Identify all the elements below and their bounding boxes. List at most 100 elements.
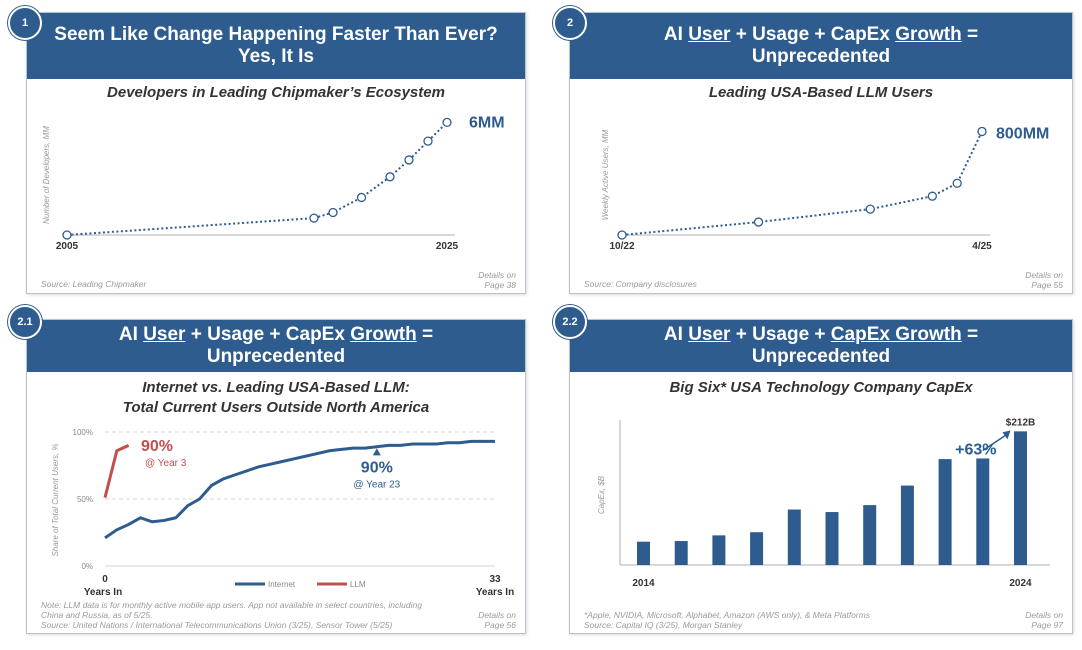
- x-tick-label: 2014: [632, 578, 655, 589]
- series-line-llm: [103, 444, 130, 499]
- data-point: [617, 230, 627, 240]
- details-on: Details on: [478, 610, 516, 620]
- data-point: [753, 217, 764, 227]
- llm-annotation-value: 90%: [141, 438, 173, 455]
- note-line2: China and Russia, as of 5/25.: [41, 610, 153, 620]
- section-badge: 2: [553, 6, 587, 40]
- data-point: [62, 230, 72, 240]
- bar: [750, 532, 764, 565]
- panel-title-line1: AI User + Usage + CapEx Growth =: [119, 324, 433, 346]
- y-axis-label: Share of Total Current Users, %: [51, 443, 60, 556]
- panel-llm-users: AI User + Usage + CapEx Growth = Unprece…: [569, 12, 1073, 294]
- title-text: AI: [663, 24, 689, 45]
- panel-header: Seem Like Change Happening Faster Than E…: [27, 13, 525, 79]
- bar: [938, 459, 952, 565]
- legend-label: Internet: [268, 580, 296, 589]
- end-value-label: 800MM: [996, 125, 1049, 142]
- section-badge: 1: [8, 6, 42, 40]
- title-text: =: [416, 324, 434, 345]
- data-point: [356, 192, 367, 203]
- growth-arrow-line: [982, 432, 1009, 452]
- bar: [825, 512, 839, 565]
- panel-internet-vs-llm: AI User + Usage + CapEx Growth = Unprece…: [26, 319, 526, 634]
- panel-title-line2: Unprecedented: [751, 346, 891, 367]
- x-tick-label: Years In: [476, 587, 514, 598]
- panel-title-line2: Yes, It Is: [237, 46, 315, 67]
- data-point: [927, 191, 937, 201]
- title-underlined-growth: Growth: [350, 324, 417, 345]
- internet-annotation-sub: @ Year 23: [353, 479, 400, 490]
- data-point: [423, 136, 433, 146]
- data-point: [404, 155, 414, 165]
- developers-chart: Number of Developers, MM 2005 2025 6MM: [42, 114, 505, 252]
- chart-subtitle-line2: Total Current Users Outside North Americ…: [122, 399, 430, 416]
- panel-title-line2: Unprecedented: [751, 46, 891, 67]
- details-page: Page 56: [484, 620, 516, 630]
- data-point: [865, 204, 875, 214]
- panel-title-line1: AI User + Usage + CapEx Growth =: [664, 24, 978, 46]
- internet-annotation-arrow: [372, 448, 381, 456]
- data-point: [385, 172, 395, 182]
- internet-vs-llm-chart: 0% 50% 100% Share of Total Current Users, %…: [51, 428, 514, 598]
- source-note: Source: Leading Chipmaker: [41, 279, 147, 289]
- x-tick-label: 2024: [1009, 578, 1032, 589]
- series-line-internet: [104, 439, 495, 540]
- title-text: AI: [118, 324, 144, 345]
- internet-annotation-value: 90%: [361, 459, 393, 476]
- data-point: [977, 126, 987, 137]
- y-axis-label: Weekly Active Users, MM: [601, 129, 610, 220]
- panel-title-line2: Unprecedented: [206, 346, 346, 367]
- title-text: + Usage + CapEx: [185, 324, 351, 345]
- growth-arrowhead: [1002, 430, 1011, 440]
- legend-label: LLM: [350, 580, 366, 589]
- llm-users-chart: Weekly Active Users, MM 10/22 4/25 800MM: [601, 125, 1049, 252]
- source-note: Source: Capital IQ (3/25), Morgan Stanle…: [584, 620, 743, 630]
- y-axis-label: CapEx, $B: [597, 475, 606, 514]
- panel-header: AI User + Usage + CapEx Growth = Unprece…: [27, 320, 525, 372]
- title-underlined-capex-growth: CapEx Growth: [830, 324, 962, 345]
- bar: [863, 505, 877, 565]
- end-value-label: 6MM: [469, 114, 505, 131]
- bar: [1014, 431, 1027, 565]
- chart-subtitle-line1: Internet vs. Leading USA-Based LLM:: [142, 379, 410, 396]
- title-underlined-growth: Growth: [895, 24, 962, 45]
- y-tick-label: 50%: [77, 495, 93, 504]
- title-text: + Usage +: [730, 324, 831, 345]
- title-underlined-user: User: [688, 24, 731, 45]
- data-point: [328, 207, 338, 218]
- bar: [976, 458, 990, 565]
- details-on: Details on: [1025, 610, 1063, 620]
- panel-header: AI User + Usage + CapEx Growth = Unprece…: [570, 13, 1072, 79]
- bar: [637, 541, 650, 565]
- data-point: [442, 117, 452, 128]
- llm-annotation-sub: @ Year 3: [145, 458, 187, 469]
- chart-subtitle: Leading USA-Based LLM Users: [708, 84, 934, 101]
- x-tick-label: 2005: [56, 241, 79, 252]
- chart-subtitle: Developers in Leading Chipmaker’s Ecosys…: [107, 84, 445, 101]
- details-page: Page 38: [484, 280, 516, 290]
- capex-chart: CapEx, $B 2014 2024 $212B +63%: [597, 417, 1050, 589]
- panel-capex: AI User + Usage + CapEx Growth = Unprece…: [569, 319, 1073, 634]
- bar: [712, 535, 726, 565]
- section-badge: 2.1: [8, 305, 42, 339]
- x-tick-label: 4/25: [972, 241, 992, 252]
- x-tick-label: Years In: [84, 587, 122, 598]
- x-tick-label: 0: [102, 574, 108, 585]
- x-tick-label: 10/22: [609, 241, 634, 252]
- source-note: Source: United Nations / International T…: [41, 620, 393, 630]
- section-badge: 2.2: [553, 305, 587, 339]
- data-point: [952, 178, 962, 188]
- title-underlined-user: User: [688, 324, 731, 345]
- title-text: =: [961, 24, 979, 45]
- data-line: [621, 131, 983, 236]
- x-tick-label: 2025: [436, 241, 459, 252]
- x-tick-label: 33: [489, 574, 501, 585]
- panel-title-line1: Seem Like Change Happening Faster Than E…: [54, 24, 498, 45]
- y-tick-label: 100%: [73, 428, 93, 437]
- details-on: Details on: [478, 270, 516, 280]
- bar: [787, 509, 801, 565]
- title-text: + Usage + CapEx: [730, 24, 896, 45]
- chart-subtitle: Big Six* USA Technology Company CapEx: [669, 379, 973, 396]
- y-axis-label: Number of Developers, MM: [42, 126, 51, 224]
- title-underlined-user: User: [143, 324, 186, 345]
